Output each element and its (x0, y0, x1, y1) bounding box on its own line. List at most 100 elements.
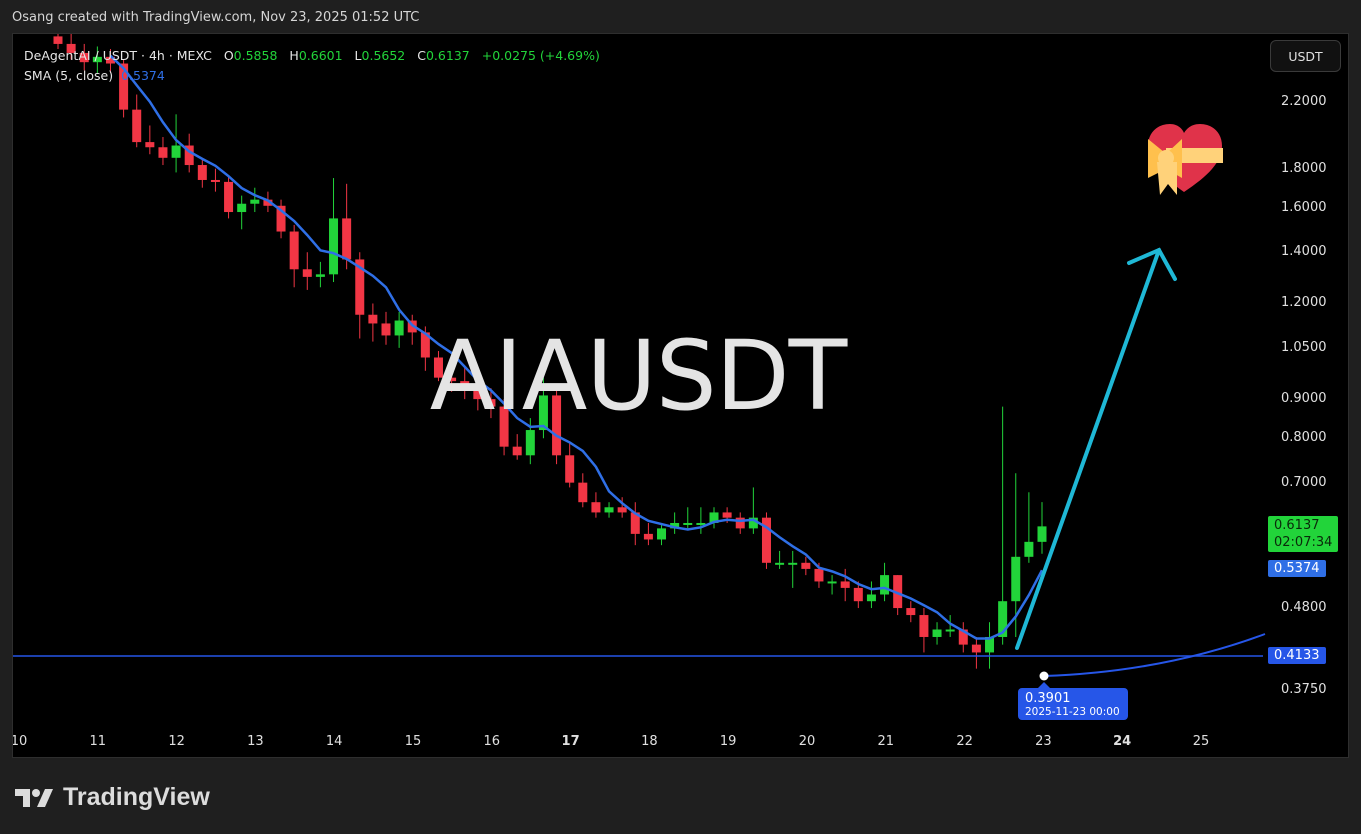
candle-body (368, 314, 378, 324)
candle-body (66, 43, 76, 53)
time-axis-label: 16 (483, 734, 501, 749)
candle-body (79, 52, 89, 63)
candle-body (447, 377, 457, 382)
candle-body (263, 199, 273, 206)
candle-body (237, 203, 247, 213)
candle-body (132, 109, 142, 143)
time-axis-label: 17 (561, 734, 580, 749)
tooltip-price: 0.3901 (1025, 691, 1071, 706)
time-axis-label: 19 (719, 734, 737, 749)
high-label: H (289, 48, 299, 63)
candle-body (460, 381, 470, 389)
tradingview-logo-icon (15, 788, 53, 807)
price-axis-label: 2.2000 (1281, 94, 1327, 109)
time-axis-label: 11 (89, 734, 107, 749)
high-value: 0.6601 (298, 48, 343, 63)
candle-body (985, 636, 995, 653)
candle-body (591, 502, 601, 513)
candle-body (840, 581, 850, 588)
price-plot[interactable] (13, 34, 1349, 758)
chart-pane[interactable]: AIAUSDT DeAgentAI / USDT · 4h · MEXC O0.… (12, 33, 1349, 758)
time-axis-label: 21 (877, 734, 895, 749)
candle-body (158, 147, 168, 158)
chart-legend: DeAgentAI / USDT · 4h · MEXC O0.5858 H0.… (24, 46, 600, 86)
change-value: +0.0275 (+4.69%) (481, 48, 600, 63)
candle-body (525, 430, 535, 456)
price-axis-label: 1.0500 (1281, 339, 1327, 355)
time-axis-label: 18 (641, 734, 658, 749)
time-axis-label: 15 (404, 734, 422, 749)
low-label: L (354, 48, 362, 63)
time-axis-label: 23 (1035, 734, 1052, 749)
candle-body (197, 165, 207, 180)
sma-price-tag: 0.5374 (1268, 560, 1326, 577)
candle-body (657, 528, 667, 540)
candle-body (775, 562, 785, 565)
candle-body (735, 517, 745, 529)
arrow-icon (1015, 247, 1177, 650)
price-axis-label: 0.7000 (1281, 474, 1327, 490)
candle-body (276, 205, 286, 232)
time-axis-label: 24 (1113, 734, 1132, 749)
sma-label[interactable]: SMA (5, close) (24, 68, 114, 83)
candle-body (552, 395, 562, 456)
candle-body (210, 179, 220, 182)
candle-body (302, 269, 312, 277)
line-price-tag: 0.4133 (1268, 647, 1326, 664)
last-price: 0.6137 (1274, 518, 1320, 533)
candle-body (696, 522, 706, 525)
candle-body (958, 629, 968, 645)
candle-body (945, 629, 955, 632)
candle-body (880, 575, 890, 595)
last-price-tag: 0.6137 02:07:34 (1268, 516, 1339, 552)
candle-body (604, 507, 614, 513)
curve-anchor-point (1039, 671, 1049, 681)
symbol-info[interactable]: DeAgentAI / USDT · 4h · MEXC (24, 48, 212, 63)
ohlc-row: DeAgentAI / USDT · 4h · MEXC O0.5858 H0.… (24, 46, 600, 66)
candle-body (853, 587, 863, 602)
tradingview-logo[interactable]: TradingView (15, 783, 210, 812)
time-axis-label: 13 (247, 734, 264, 749)
time-axis-label: 22 (956, 734, 973, 749)
candle-body (92, 56, 102, 63)
price-axis-label: 1.4000 (1281, 244, 1327, 260)
low-value: 0.5652 (361, 48, 406, 63)
candle-body (919, 615, 929, 637)
candle-body (499, 406, 509, 447)
time-axis-label: 14 (325, 734, 343, 749)
heart-gift-icon (1148, 124, 1223, 195)
candle-body (643, 533, 653, 540)
open-label: O (223, 48, 234, 63)
price-axis-label: 0.9000 (1281, 391, 1327, 407)
candle-body (224, 181, 234, 213)
chart-credit: Osang created with TradingView.com, Nov … (12, 10, 420, 25)
price-axis-label: 1.8000 (1281, 160, 1327, 176)
price-axis-label: 0.4800 (1281, 600, 1327, 616)
price-axis-label: 0.8000 (1281, 430, 1327, 446)
price-tooltip: 0.3901 2025-11-23 00:00 (1018, 682, 1128, 720)
candle-body (342, 218, 352, 260)
candle-body (289, 231, 299, 270)
close-label: C (417, 48, 426, 63)
candle-body (512, 446, 522, 456)
candle-body (433, 357, 443, 378)
tradingview-wordmark: TradingView (63, 783, 210, 811)
sma-row: SMA (5, close) 0.5374 (24, 66, 600, 86)
time-axis-label: 10 (12, 734, 28, 749)
candle-body (893, 575, 903, 609)
candle-body (630, 512, 640, 534)
candle-body (538, 395, 548, 431)
candle-body (998, 601, 1008, 637)
candle-body (788, 562, 798, 565)
candle-body (1024, 541, 1034, 557)
price-axis-label: 1.6000 (1281, 199, 1327, 215)
currency-button[interactable]: USDT (1270, 40, 1341, 72)
candle-body (827, 581, 837, 584)
candle-body (1011, 556, 1021, 602)
price-axis-label: 0.3750 (1281, 682, 1327, 698)
candle-body (906, 608, 916, 616)
candle-body (722, 512, 732, 518)
candle-body (683, 522, 693, 525)
projection-curve (1043, 633, 1266, 677)
candle-body (394, 320, 404, 336)
